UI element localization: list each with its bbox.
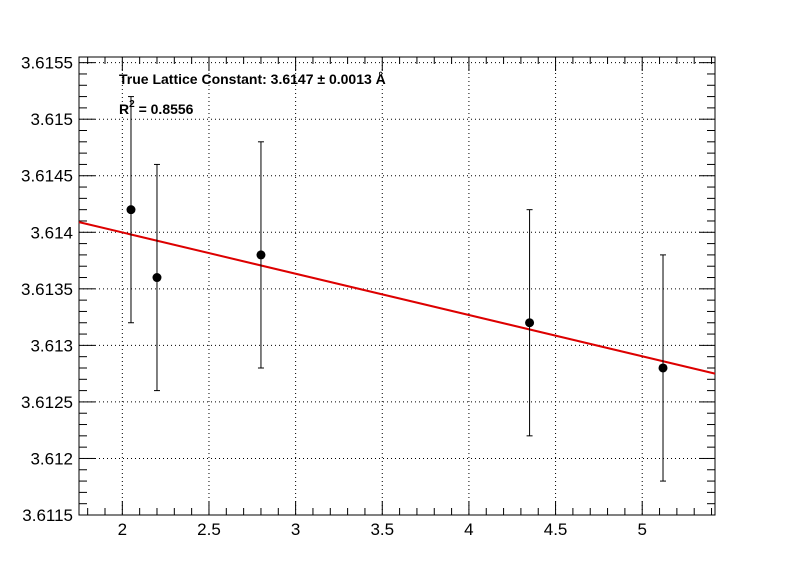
fit-line — [78, 221, 716, 375]
annotation-lattice-constant: True Lattice Constant: 3.6147 ± 0.0013 Å — [119, 71, 386, 87]
y-tick-label: 3.615 — [30, 110, 73, 129]
y-tick-label: 3.6135 — [21, 280, 73, 299]
axis-ticks — [79, 57, 715, 516]
data-point — [126, 205, 136, 215]
y-tick-label: 3.6155 — [21, 54, 73, 73]
annotation-r-squared: R2 = 0.8556 — [119, 99, 194, 117]
tick-labels: 2 2.5 3 3.5 4 4.5 5 3.6115 3.612 3.6125 3.613 3.613… — [21, 54, 647, 539]
plot-frame — [78, 56, 716, 516]
x-tick-label: 4.5 — [544, 520, 568, 539]
r-prefix: R — [119, 101, 129, 117]
grid — [79, 57, 715, 516]
y-tick-label: 3.6115 — [22, 506, 73, 525]
points-layer — [126, 96, 668, 482]
r-suffix: = 0.8556 — [135, 101, 194, 117]
x-tick-label: 3.5 — [370, 520, 394, 539]
y-tick-label: 3.6145 — [21, 167, 73, 186]
y-tick-label: 3.612 — [30, 449, 73, 468]
fit-layer — [78, 221, 716, 375]
x-tick-label: 2 — [118, 520, 127, 539]
y-tick-label: 3.6125 — [21, 393, 73, 412]
r-superscript: 2 — [129, 99, 135, 110]
data-point — [525, 318, 535, 328]
data-point — [256, 250, 266, 260]
data-point — [152, 273, 162, 283]
y-tick-label: 3.614 — [30, 223, 73, 242]
data-point — [658, 363, 668, 373]
y-tick-label: 3.613 — [30, 336, 73, 355]
x-tick-label: 5 — [637, 520, 646, 539]
x-tick-label: 3 — [291, 520, 300, 539]
x-tick-label: 2.5 — [197, 520, 221, 539]
x-tick-label: 4 — [464, 520, 473, 539]
